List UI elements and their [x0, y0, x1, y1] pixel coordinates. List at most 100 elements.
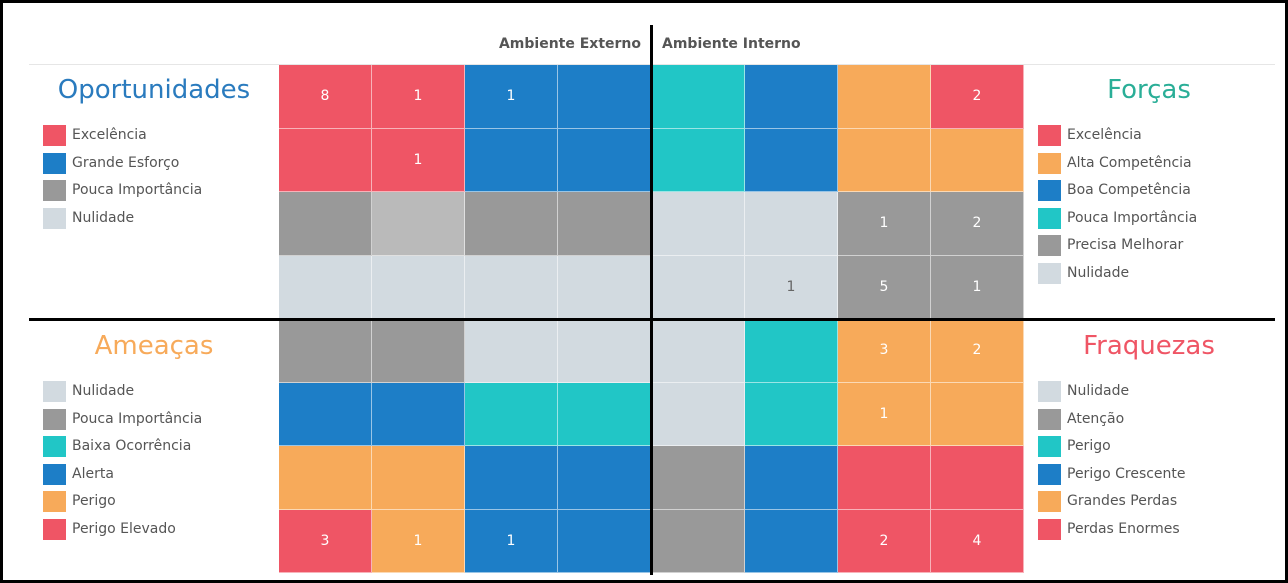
heatmap-grid: 8 1 1 2 1 1 2 1 5 1 3 2 1 3 1 1 2 4 [279, 65, 1024, 573]
title-forcas: Forças [1107, 75, 1191, 105]
legend-swatch [1038, 125, 1061, 146]
heatmap-cell: 1 [372, 129, 465, 192]
heatmap-cell [279, 192, 372, 256]
legend-swatch [1038, 436, 1061, 457]
heatmap-cell [465, 446, 558, 510]
heatmap-cell-label: 1 [879, 215, 889, 231]
title-fraquezas: Fraquezas [1083, 331, 1215, 361]
heatmap-cell: 2 [838, 510, 931, 573]
heatmap-cell [465, 192, 558, 256]
heatmap-cell [558, 192, 652, 256]
heatmap-cell [931, 383, 1024, 446]
heatmap-cell: 2 [931, 65, 1024, 129]
heatmap-cell-label: 5 [879, 278, 889, 295]
legend-swatch [43, 518, 66, 540]
legend-label: Atenção [1067, 410, 1125, 427]
legend-label: Pouca Importância [1067, 209, 1198, 226]
heatmap-cell [652, 319, 745, 383]
heatmap-cell-label: 1 [506, 88, 516, 104]
legend-swatch [1038, 518, 1061, 540]
legend-swatch [43, 207, 66, 229]
heatmap-cell [558, 383, 652, 446]
legend-swatch [1038, 381, 1061, 402]
heatmap-cell: 8 [279, 65, 372, 129]
heatmap-cell [372, 192, 465, 256]
legend-swatch [43, 408, 66, 430]
heatmap-cell [558, 65, 652, 129]
heatmap-cell-label: 2 [972, 342, 982, 358]
heatmap-cell [931, 129, 1024, 192]
heatmap-cell [558, 319, 652, 383]
heatmap-cell [279, 129, 372, 192]
legend-swatch [43, 125, 66, 146]
heatmap-cell [652, 256, 745, 319]
heatmap-cell [745, 129, 838, 192]
heatmap-cell [372, 383, 465, 446]
heatmap-cell [465, 319, 558, 383]
heatmap-cell [838, 446, 931, 510]
horizontal-axis-divider [29, 318, 1275, 321]
legend-swatch [1038, 152, 1061, 174]
heatmap-cell [558, 510, 652, 573]
heatmap-cell [745, 319, 838, 383]
legend-swatch [1038, 180, 1061, 201]
legend-label: Perigo [72, 493, 116, 509]
legend-swatch [43, 180, 66, 201]
heatmap-cell [465, 383, 558, 446]
title-oportunidades: Oportunidades [57, 75, 251, 105]
vertical-axis-divider [650, 25, 653, 575]
heatmap-cell: 1 [372, 65, 465, 129]
heatmap-cell-label: 8 [320, 88, 330, 104]
legend-label: Boa Competência [1067, 182, 1191, 198]
legend-label: Perdas Enormes [1067, 520, 1180, 537]
heatmap-cell-label: 4 [972, 532, 982, 549]
heatmap-cell: 1 [838, 383, 931, 446]
heatmap-cell: 2 [931, 319, 1024, 383]
legend-label: Perigo Crescente [1067, 465, 1186, 482]
legend-label: Baixa Ocorrência [72, 438, 192, 454]
heatmap-cell: 1 [931, 256, 1024, 319]
heatmap-cell [372, 446, 465, 510]
legend-label: Perigo Elevado [72, 520, 176, 537]
heatmap-cell [745, 192, 838, 256]
heatmap-cell [558, 129, 652, 192]
heatmap-cell [745, 65, 838, 129]
heatmap-cell [279, 446, 372, 510]
heatmap-cell [652, 446, 745, 510]
legend-swatch [43, 381, 66, 402]
legend-swatch [1038, 463, 1061, 485]
heatmap-cell-label: 2 [879, 532, 889, 549]
legend-label: Pouca Importância [72, 410, 203, 427]
heatmap-cell-label: 1 [879, 405, 889, 422]
heatmap-cell-label: 1 [413, 532, 423, 549]
heatmap-cell-label: 3 [320, 532, 330, 549]
heatmap-cell [558, 446, 652, 510]
heatmap-cell-label: 1 [972, 278, 982, 295]
heatmap-cell: 1 [465, 65, 558, 129]
heatmap-cell [652, 510, 745, 573]
legend-swatch [1038, 262, 1061, 284]
legend-label: Pouca Importância [72, 182, 203, 198]
heatmap-cell [838, 129, 931, 192]
heatmap-cell [838, 65, 931, 129]
legend-label: Nulidade [72, 383, 135, 399]
header-external-environment: Ambiente Externo [498, 36, 641, 52]
legend-swatch [1038, 207, 1061, 229]
heatmap-cell: 1 [465, 510, 558, 573]
heatmap-cell-label: 1 [506, 532, 516, 549]
heatmap-cell: 1 [745, 256, 838, 319]
legend-label: Nulidade [1067, 264, 1130, 281]
legend-label: Perigo [1067, 438, 1111, 454]
heatmap-cell: 5 [838, 256, 931, 319]
heatmap-cell-label: 1 [413, 151, 423, 168]
legend-label: Nulidade [72, 209, 135, 226]
heatmap-cell [652, 383, 745, 446]
legend-label: Excelência [72, 127, 147, 143]
heatmap-cell: 3 [838, 319, 931, 383]
legend-swatch [43, 436, 66, 457]
legend-label: Excelência [1067, 127, 1142, 143]
heatmap-cell [745, 446, 838, 510]
heatmap-cell [652, 65, 745, 129]
heatmap-cell: 1 [372, 510, 465, 573]
heatmap-cell-label: 2 [972, 88, 982, 104]
